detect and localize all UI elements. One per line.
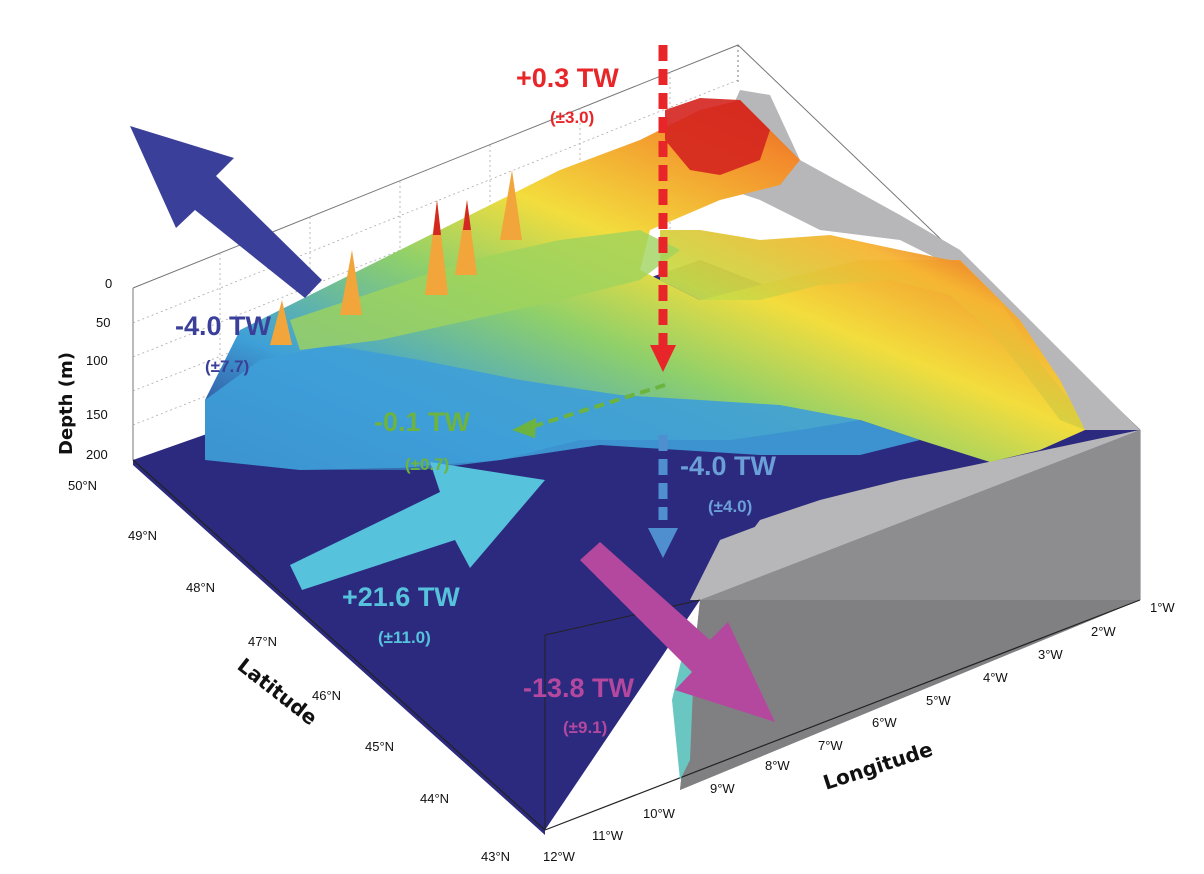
depth-ticks: 0 50 100 150 200 <box>86 276 112 462</box>
green-head <box>512 418 536 438</box>
latitude-tick: 46°N <box>312 688 341 703</box>
longitude-axis-line <box>544 599 1141 831</box>
longitude-ticks: 12°W 11°W 10°W 9°W 8°W 7°W 6°W 5°W 4°W 3… <box>543 600 1175 864</box>
northwest-arrow <box>130 126 322 298</box>
inflow-arrow <box>290 462 545 590</box>
latitude-ticks: 50°N 49°N 48°N 47°N 46°N 45°N 44°N 43°N <box>68 478 510 864</box>
flux-error-green: (±0.7) <box>405 455 449 474</box>
flux-error-inflow: (±11.0) <box>378 628 431 647</box>
longitude-tick: 2°W <box>1091 624 1116 639</box>
green-dashed <box>527 383 666 430</box>
top-red-head <box>650 345 676 372</box>
longitude-tick: 12°W <box>543 849 576 864</box>
box-left-face <box>133 460 545 835</box>
depth-tick: 100 <box>86 353 108 368</box>
longitude-tick: 4°W <box>983 670 1008 685</box>
seamount-peaks <box>433 200 471 235</box>
flux-value-vertical: -4.0 TW <box>680 451 777 481</box>
longitude-tick: 5°W <box>926 693 951 708</box>
latitude-axis-line <box>132 459 546 831</box>
latitude-tick: 44°N <box>420 791 449 806</box>
depth-axis-title: Depth (m) <box>56 352 77 455</box>
flux-value-top-red: +0.3 TW <box>516 63 619 93</box>
flux-value-inflow: +21.6 TW <box>342 582 460 612</box>
latitude-tick: 45°N <box>365 739 394 754</box>
latitude-tick: 43°N <box>481 849 510 864</box>
flux-value-south: -13.8 TW <box>523 673 635 703</box>
latitude-tick: 49°N <box>128 528 157 543</box>
latitude-tick: 48°N <box>186 580 215 595</box>
latitude-axis-title: Latitude <box>233 653 322 730</box>
flux-error-northwest: (±7.7) <box>205 357 249 376</box>
flux-arrows <box>130 45 775 722</box>
flux-error-vertical: (±4.0) <box>708 497 752 516</box>
depth-tick: 150 <box>86 407 108 422</box>
longitude-tick: 9°W <box>710 781 735 796</box>
land-south-face <box>680 600 1140 790</box>
longitude-tick: 3°W <box>1038 647 1063 662</box>
depth-tick: 50 <box>96 315 110 330</box>
shelf-green-band <box>290 230 680 350</box>
flux-error-south: (±9.1) <box>563 718 607 737</box>
flux-error-top-red: (±3.0) <box>550 108 594 127</box>
latitude-tick: 47°N <box>248 634 277 649</box>
longitude-tick: 1°W <box>1150 600 1175 615</box>
longitude-tick: 10°W <box>643 806 676 821</box>
front-top-edge <box>544 599 701 636</box>
longitude-tick: 6°W <box>872 715 897 730</box>
vertical-blue-head <box>648 528 678 558</box>
flux-value-green: -0.1 TW <box>374 407 471 437</box>
flux-value-northwest: -4.0 TW <box>175 311 272 341</box>
flux-labels: +0.3 TW (±3.0) -4.0 TW (±7.7) -0.1 TW (±… <box>175 63 777 737</box>
south-arrow <box>580 542 775 722</box>
longitude-tick: 8°W <box>765 758 790 773</box>
longitude-tick: 7°W <box>818 738 843 753</box>
longitude-tick: 11°W <box>592 828 624 843</box>
latitude-tick: 50°N <box>68 478 97 493</box>
shelf-top-red <box>660 230 1085 430</box>
land-south-coast <box>690 430 1140 600</box>
depth-tick: 200 <box>86 447 108 462</box>
seamount-spikes <box>270 170 522 345</box>
shelf-blue-front <box>205 345 920 470</box>
shelf-channel-red <box>665 98 770 175</box>
depth-tick: 0 <box>105 276 112 291</box>
